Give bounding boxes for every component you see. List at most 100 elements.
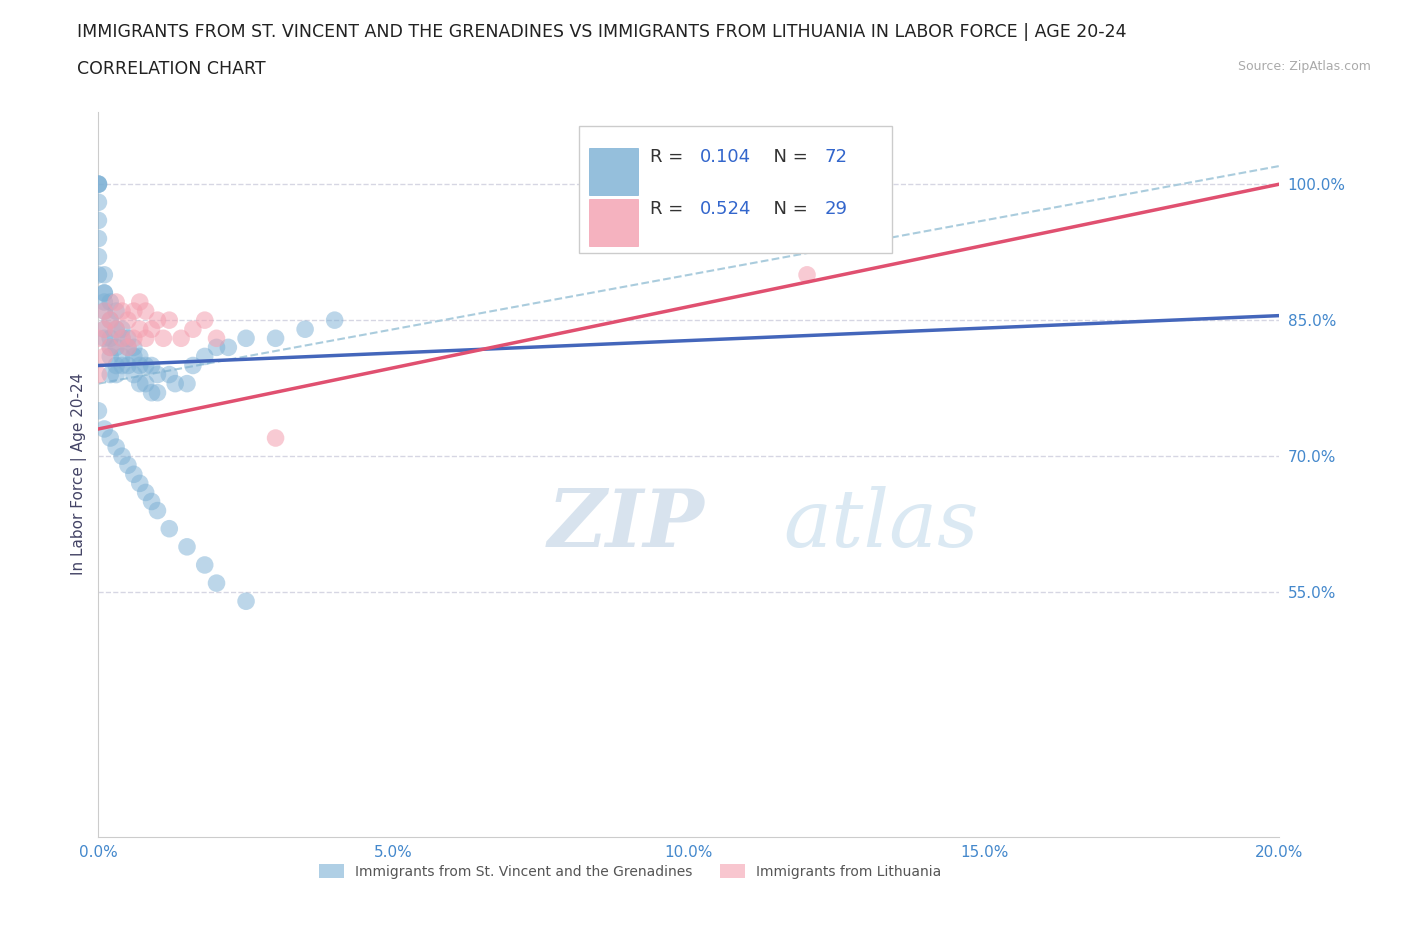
Point [111, 322, 134, 337]
Text: R =: R = [650, 200, 689, 219]
Point [235, 594, 257, 609]
Point [98, 431, 121, 445]
Point [146, 312, 169, 327]
Point [87, 177, 110, 192]
Text: atlas: atlas [783, 486, 979, 564]
Point [235, 331, 257, 346]
Point [93, 295, 115, 310]
Point [87, 177, 110, 192]
Point [128, 322, 150, 337]
Point [128, 377, 150, 392]
Point [165, 377, 187, 392]
Point [181, 322, 204, 337]
Point [117, 331, 139, 346]
Point [105, 340, 128, 355]
Point [111, 331, 134, 346]
Point [111, 449, 134, 464]
Point [135, 485, 157, 500]
Point [93, 268, 115, 283]
Point [194, 558, 217, 573]
Point [152, 331, 174, 346]
Point [98, 349, 121, 364]
Text: R =: R = [650, 148, 689, 166]
Point [146, 367, 169, 382]
Point [87, 268, 110, 283]
Point [194, 312, 217, 327]
Point [135, 358, 157, 373]
Point [146, 385, 169, 400]
Point [135, 331, 157, 346]
Point [117, 340, 139, 355]
Y-axis label: In Labor Force | Age 20-24: In Labor Force | Age 20-24 [72, 373, 87, 576]
Point [117, 458, 139, 472]
Point [93, 322, 115, 337]
Point [105, 295, 128, 310]
Bar [579, 126, 891, 253]
Point [87, 177, 110, 192]
Text: CORRELATION CHART: CORRELATION CHART [77, 60, 266, 78]
Point [176, 377, 198, 392]
Point [122, 349, 145, 364]
Point [141, 322, 163, 337]
Point [98, 340, 121, 355]
Point [98, 295, 121, 310]
Point [105, 304, 128, 319]
Text: Source: ZipAtlas.com: Source: ZipAtlas.com [1237, 60, 1371, 73]
Point [205, 576, 228, 591]
Point [93, 322, 115, 337]
Point [122, 304, 145, 319]
Text: N =: N = [762, 200, 814, 219]
Point [128, 295, 150, 310]
Point [122, 340, 145, 355]
FancyBboxPatch shape [589, 148, 638, 195]
Text: 29: 29 [825, 200, 848, 219]
Point [135, 377, 157, 392]
Point [117, 340, 139, 355]
Point [93, 304, 115, 319]
Point [87, 331, 110, 346]
Text: IMMIGRANTS FROM ST. VINCENT AND THE GRENADINES VS IMMIGRANTS FROM LITHUANIA IN L: IMMIGRANTS FROM ST. VINCENT AND THE GREN… [77, 23, 1126, 41]
Point [87, 232, 110, 246]
Point [87, 195, 110, 210]
Point [93, 421, 115, 436]
Point [176, 539, 198, 554]
Point [205, 331, 228, 346]
Point [111, 331, 134, 346]
Point [146, 503, 169, 518]
Point [105, 440, 128, 455]
Point [105, 322, 128, 337]
Text: N =: N = [762, 148, 814, 166]
Point [87, 404, 110, 418]
Point [105, 367, 128, 382]
Point [157, 367, 180, 382]
Text: ZIP: ZIP [547, 486, 704, 564]
Point [98, 331, 121, 346]
Point [93, 349, 115, 364]
Point [796, 268, 818, 283]
Legend: Immigrants from St. Vincent and the Grenadines, Immigrants from Lithuania: Immigrants from St. Vincent and the Gren… [314, 858, 946, 884]
Point [122, 467, 145, 482]
Point [157, 312, 180, 327]
Point [128, 358, 150, 373]
Point [98, 312, 121, 327]
Point [141, 385, 163, 400]
Point [93, 304, 115, 319]
Point [111, 304, 134, 319]
Point [111, 349, 134, 364]
Point [93, 331, 115, 346]
Point [170, 331, 193, 346]
Text: 0.104: 0.104 [700, 148, 751, 166]
Point [93, 286, 115, 300]
Point [87, 213, 110, 228]
Text: 72: 72 [825, 148, 848, 166]
Point [294, 322, 316, 337]
Point [141, 358, 163, 373]
Point [111, 358, 134, 373]
Point [87, 249, 110, 264]
Point [128, 476, 150, 491]
Point [157, 521, 180, 536]
Point [264, 431, 287, 445]
Point [141, 494, 163, 509]
Point [117, 312, 139, 327]
Point [264, 331, 287, 346]
